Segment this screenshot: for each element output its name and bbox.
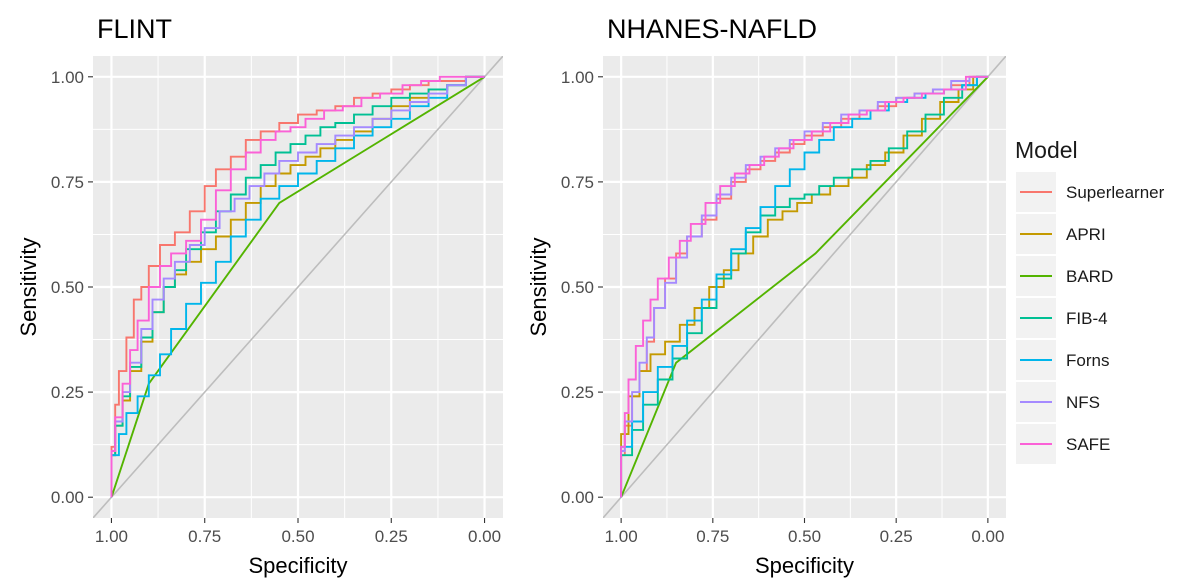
- x-tick-label: 0.75: [188, 527, 221, 546]
- roc-curve-apri: [620, 75, 988, 498]
- y-tick-label: 0.00: [561, 488, 594, 507]
- legend: Model Superlearner APRI BARD FIB-4 Forns NFS S…: [1006, 125, 1191, 464]
- roc-curve-forns: [620, 75, 988, 498]
- y-tick-label: 0.25: [51, 383, 84, 402]
- legend-label: Superlearner: [1066, 183, 1165, 202]
- legend-item-forns: Forns: [1016, 340, 1109, 380]
- y-tick-label: 0.00: [51, 488, 84, 507]
- legend-title: Model: [1015, 137, 1078, 163]
- legend-label: FIB-4: [1066, 309, 1108, 328]
- y-axis-label: Sensitivity: [16, 237, 41, 336]
- panel-title: NHANES-NAFLD: [607, 14, 817, 44]
- y-tick-label: 0.75: [51, 173, 84, 192]
- x-tick-label: 0.50: [281, 527, 314, 546]
- legend-label: Forns: [1066, 351, 1109, 370]
- legend-item-safe: SAFE: [1016, 424, 1110, 464]
- legend-item-bard: BARD: [1016, 256, 1113, 296]
- x-tick-label: 0.00: [971, 527, 1004, 546]
- roc-curve-safe: [620, 75, 988, 498]
- panel-title: FLINT: [97, 14, 172, 44]
- y-axis-label: Sensitivity: [526, 237, 551, 336]
- x-tick-label: 0.00: [468, 527, 501, 546]
- roc-curve-bard: [620, 76, 989, 498]
- reference-diagonal-line: [603, 56, 1006, 518]
- y-tick-label: 0.75: [561, 173, 594, 192]
- legend-label: APRI: [1066, 225, 1106, 244]
- legend-item-fib-4: FIB-4: [1016, 298, 1108, 338]
- chart-panel-flint: 1.00 0.75 0.50 0.25 0.00 0.00 0.25 0.50 0.75 1.00…: [16, 14, 503, 578]
- x-tick-label: 1.00: [95, 527, 128, 546]
- legend-label: NFS: [1066, 393, 1100, 412]
- x-tick-label: 0.25: [880, 527, 913, 546]
- legend-item-nfs: NFS: [1016, 382, 1100, 422]
- legend-item-apri: APRI: [1016, 214, 1106, 254]
- legend-label: SAFE: [1066, 435, 1110, 454]
- x-tick-label: 0.75: [696, 527, 729, 546]
- roc-curve-bard: [110, 75, 486, 498]
- roc-curve-safe: [110, 75, 485, 498]
- roc-curve-fib-4: [620, 75, 988, 498]
- y-tick-label: 1.00: [561, 68, 594, 87]
- y-tick-label: 1.00: [51, 68, 84, 87]
- chart-panel-nhanes: 1.00 0.75 0.50 0.25 0.00 0.00 0.25 0.50 0.75 1.00…: [526, 14, 1006, 578]
- x-axis-label: Specificity: [755, 553, 854, 578]
- x-tick-label: 0.25: [375, 527, 408, 546]
- roc-curve-nfs: [110, 75, 485, 498]
- legend-label: BARD: [1066, 267, 1113, 286]
- x-tick-label: 0.50: [788, 527, 821, 546]
- reference-diagonal-line: [93, 56, 503, 518]
- roc-curve-forns: [110, 75, 485, 498]
- x-axis-label: Specificity: [248, 553, 347, 578]
- y-tick-label: 0.25: [561, 383, 594, 402]
- y-tick-label: 0.50: [51, 278, 84, 297]
- legend-item-superlearner: Superlearner: [1016, 172, 1165, 212]
- x-tick-label: 1.00: [605, 527, 638, 546]
- y-tick-label: 0.50: [561, 278, 594, 297]
